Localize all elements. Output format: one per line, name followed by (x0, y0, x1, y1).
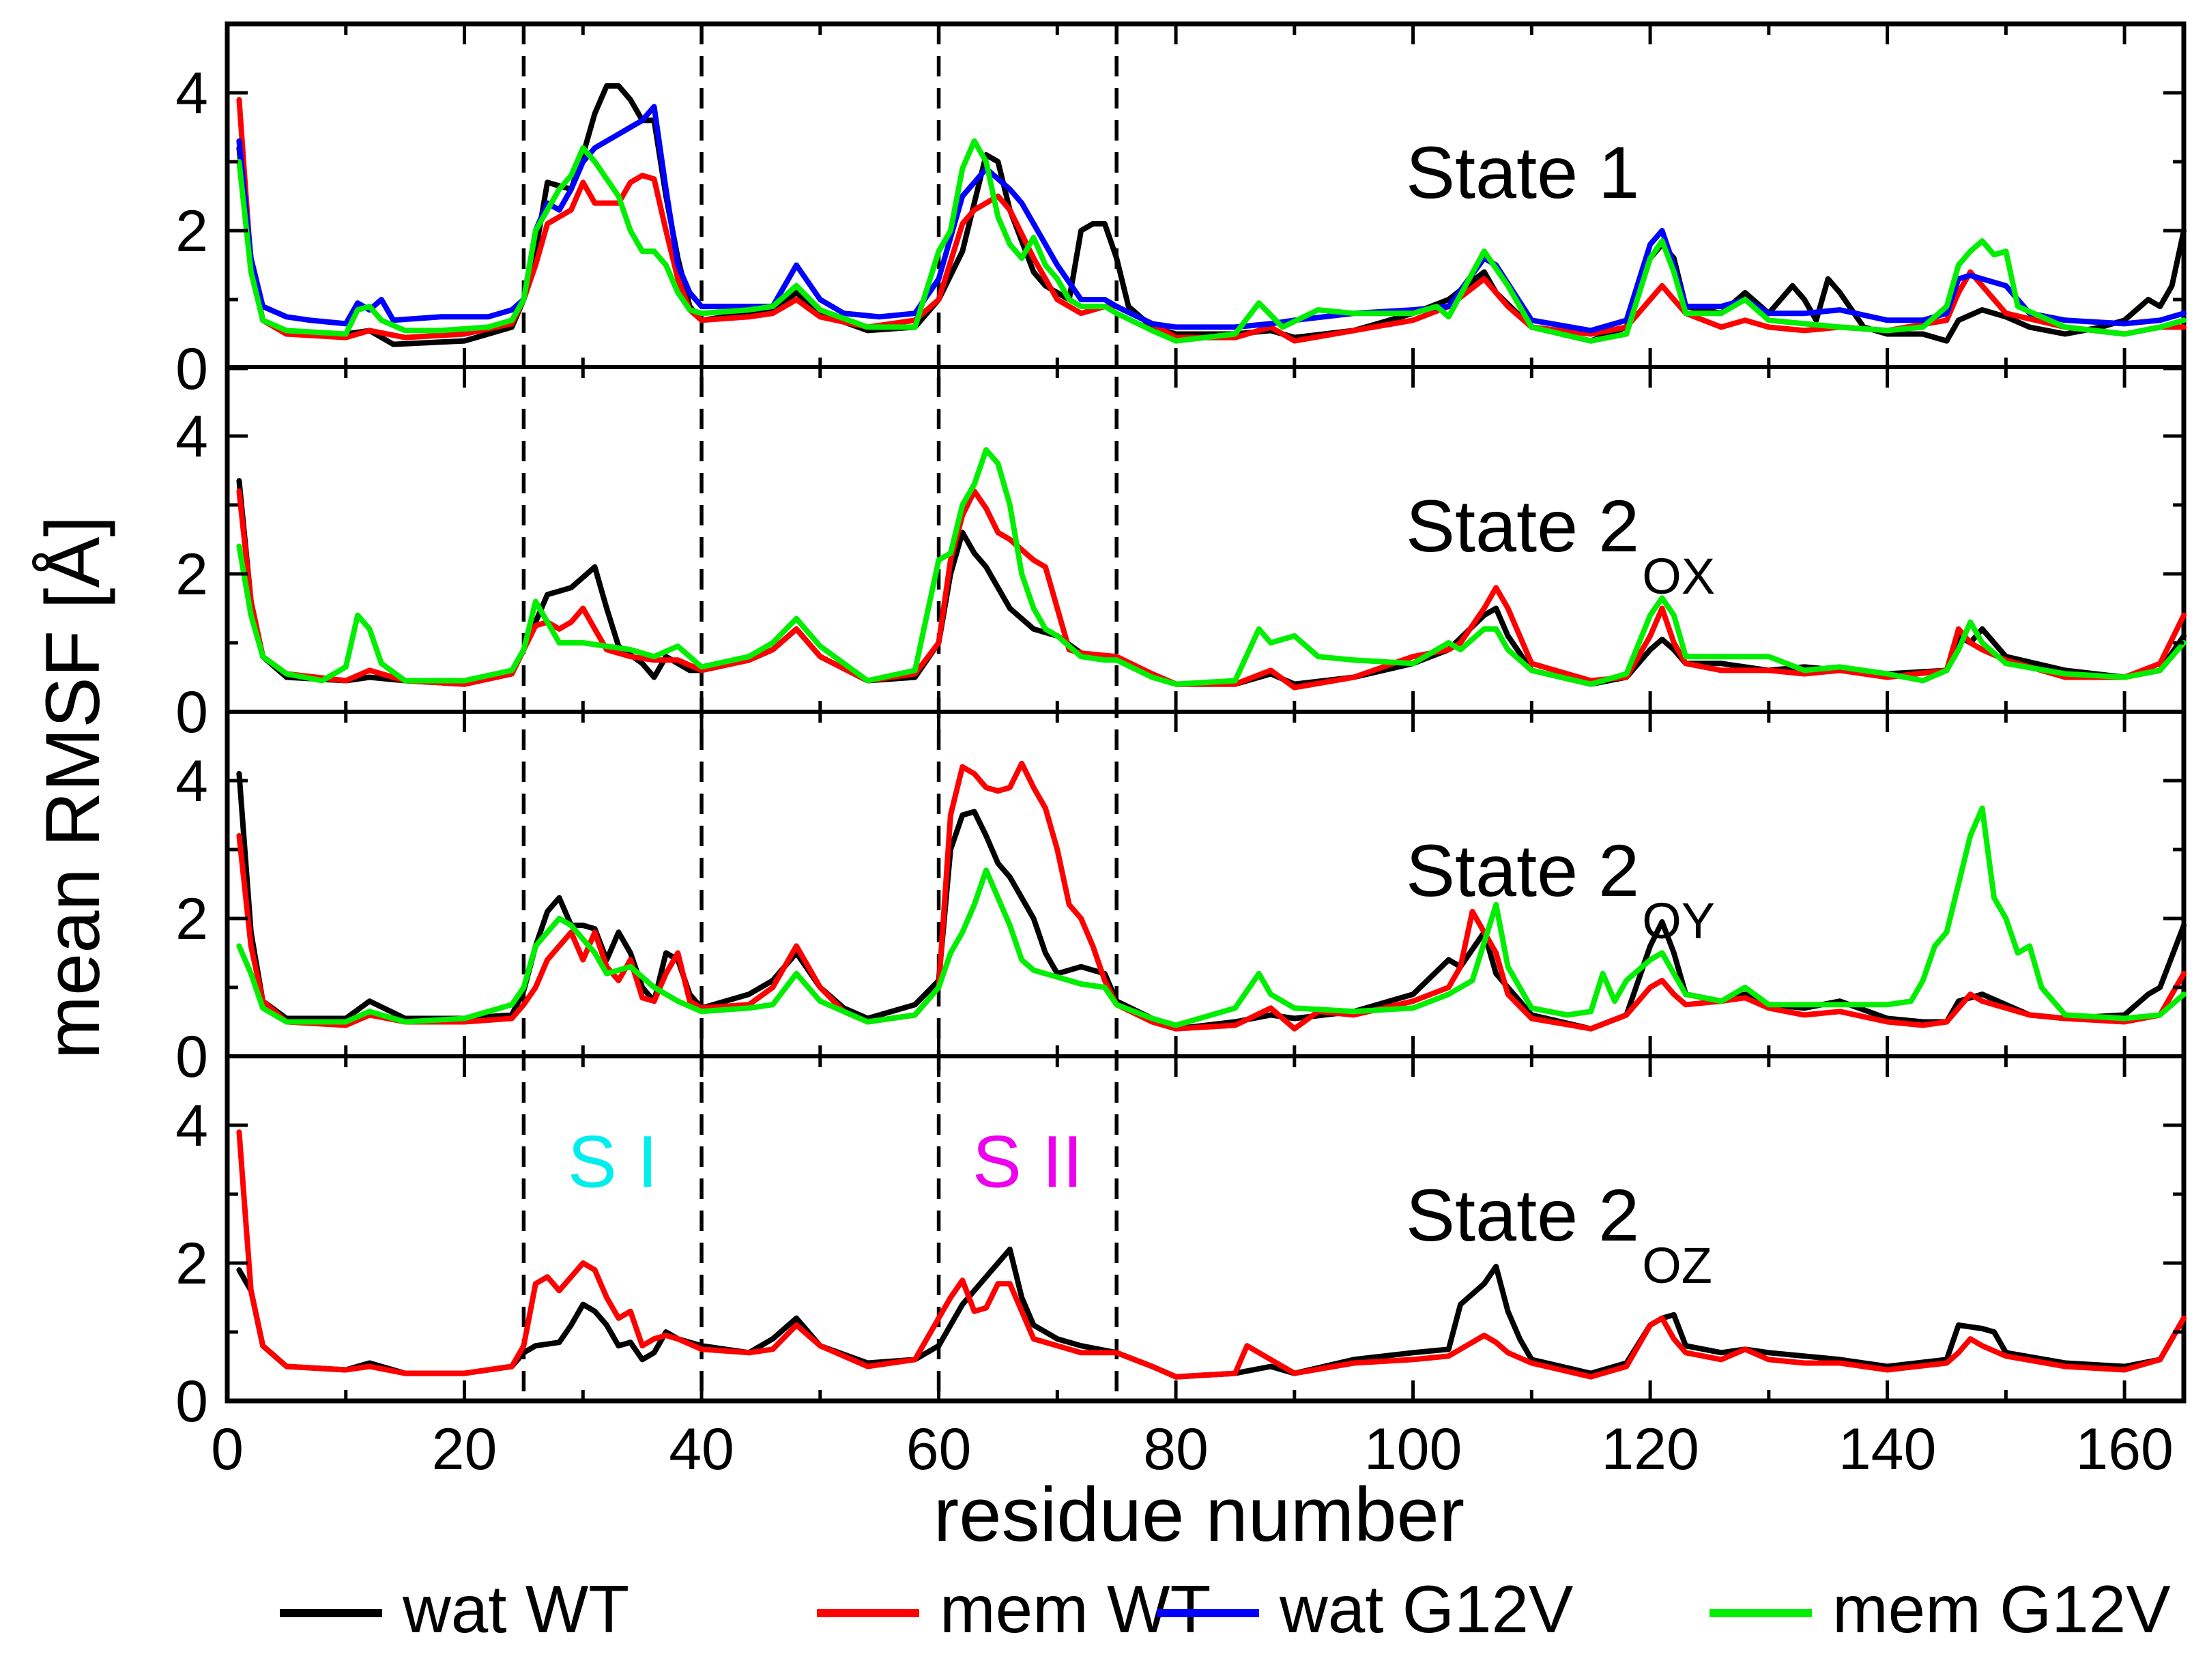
y-axis-label: mean RMSF [Å] (30, 516, 115, 1060)
y-tick-label: 4 (175, 404, 208, 469)
region-label: S I (568, 1120, 658, 1203)
legend-label: mem G12V (1832, 1572, 2171, 1647)
legend: wat WT mem WT wat G12V mem G12V (280, 1572, 2171, 1647)
x-tick-label: 80 (1143, 1417, 1209, 1482)
y-tick-label: 2 (175, 886, 208, 952)
y-tick-label: 2 (175, 199, 208, 264)
state-label: State 2OY (1406, 829, 1715, 949)
legend-label: wat G12V (1279, 1572, 1573, 1647)
x-axis-label: residue number (934, 1472, 1465, 1557)
y-tick-label: 0 (175, 336, 208, 402)
series-line-mem-wt (236, 97, 2187, 344)
y-tick-label: 4 (175, 1093, 208, 1159)
series-line-wat-wt (236, 1246, 2187, 1380)
series-line-mem-g12v (236, 447, 2187, 687)
y-tick-label: 0 (175, 680, 208, 745)
legend-label: wat WT (402, 1572, 629, 1647)
y-tick-label: 4 (175, 61, 208, 126)
series-line-mem-wt (236, 760, 2187, 1032)
x-tick-label: 100 (1364, 1417, 1462, 1482)
region-label: S II (972, 1120, 1083, 1203)
x-tick-label: 160 (2075, 1417, 2174, 1482)
state-label: State 2OZ (1406, 1174, 1712, 1294)
x-tick-label: 140 (1838, 1417, 1937, 1482)
x-tick-label: 60 (906, 1417, 972, 1482)
state-label: State 2OX (1406, 484, 1715, 605)
x-tick-label: 20 (432, 1417, 497, 1482)
y-tick-label: 4 (175, 749, 208, 814)
y-tick-label: 2 (175, 542, 208, 607)
x-tick-label: 0 (211, 1417, 244, 1482)
y-tick-label: 0 (175, 1369, 208, 1434)
frame-layer (225, 21, 2187, 1404)
series-line-mem-wt (236, 488, 2187, 691)
series-line-mem-wt (236, 1129, 2187, 1380)
x-tick-label: 120 (1601, 1417, 1699, 1482)
series-line-wat-wt (236, 83, 2187, 347)
series-line-mem-g12v (236, 138, 2187, 344)
x-tick-label: 40 (669, 1417, 734, 1482)
series-line-wat-g12v (236, 104, 2187, 334)
series-line-wat-wt (236, 478, 2187, 687)
y-tick-label: 2 (175, 1231, 208, 1297)
series-layer (236, 83, 2187, 1380)
labels-layer: State 1 State 2OX State 2OY State 2OZ S I S I… (568, 131, 1715, 1294)
y-tick-label: 0 (175, 1024, 208, 1090)
series-line-mem-g12v (236, 805, 2187, 1028)
state-label: State 1 (1406, 131, 1639, 214)
